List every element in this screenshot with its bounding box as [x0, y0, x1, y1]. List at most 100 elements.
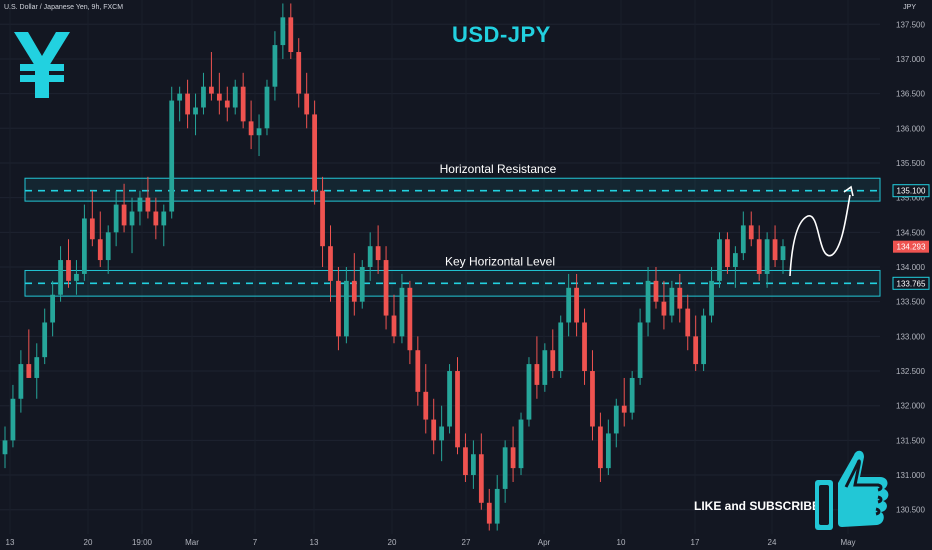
candle-body: [423, 391, 429, 420]
candle-body: [613, 405, 619, 434]
x-tick-label: 13: [6, 538, 15, 547]
candle-body: [391, 315, 397, 337]
grid-lines: [0, 23, 880, 511]
horizontal-zones: Horizontal Resistance Key Horizontal Leve…: [24, 162, 881, 297]
candle-body: [526, 364, 532, 420]
candle-body: [661, 301, 667, 316]
candle-body: [89, 218, 95, 240]
time-axis[interactable]: 13 20 19:00 Mar 7 13 20 27 Apr 10 17 24 May: [6, 538, 856, 547]
candle-body: [58, 260, 63, 295]
candle-body: [50, 294, 56, 323]
y-tick-label: 131.000: [896, 471, 925, 480]
candle-body: [248, 121, 254, 136]
candle-body: [725, 239, 730, 267]
candle-body: [264, 86, 270, 129]
candle-body: [320, 190, 325, 247]
candle-body: [709, 280, 714, 316]
y-tick-label: 137.000: [896, 55, 925, 64]
candle-body: [343, 280, 349, 337]
candle-body: [598, 426, 603, 469]
candle-body: [97, 239, 103, 261]
candle-body: [336, 280, 341, 337]
x-tick-label: 10: [617, 538, 626, 547]
candle-body: [26, 364, 32, 378]
candle-body: [351, 280, 357, 302]
y-tick-label: 133.000: [896, 332, 925, 341]
candle-body: [740, 225, 746, 254]
price-tag: [893, 240, 929, 253]
yen-icon: [14, 32, 70, 98]
y-tick-label: 135.000: [896, 194, 925, 203]
candle-body: [685, 308, 691, 337]
x-tick-label: May: [840, 538, 855, 547]
x-tick-label: 17: [691, 538, 700, 547]
y-tick-label: 131.500: [896, 436, 925, 445]
candle-body: [240, 86, 246, 122]
candle-body: [463, 447, 468, 476]
candle-body: [383, 260, 389, 316]
candle-body: [209, 86, 214, 94]
candle-body: [582, 322, 587, 372]
price-tag: [892, 276, 930, 290]
candle-body: [566, 287, 572, 323]
price-axis[interactable]: 130.500 131.000 131.500 132.000 132.500 133.0…: [896, 20, 925, 514]
candle-body: [717, 239, 722, 281]
price-tag-label: 133.765: [897, 279, 926, 288]
y-tick-label: 132.000: [896, 402, 925, 411]
candle-body: [605, 433, 611, 469]
candle-body: [590, 371, 595, 427]
y-tick-label: 134.500: [896, 228, 925, 237]
candle-body: [42, 322, 48, 358]
candle-body: [502, 447, 508, 489]
candle-body: [478, 454, 484, 503]
candle-body: [74, 273, 79, 281]
candle-body: [280, 17, 286, 46]
candle-body: [693, 336, 699, 365]
candle-body: [113, 204, 119, 233]
candle-body: [542, 350, 548, 385]
candle-body: [359, 267, 365, 302]
candle-body: [439, 426, 445, 441]
candles: [2, 3, 786, 531]
candle-body: [471, 454, 476, 476]
arrow-head: [843, 185, 854, 197]
candle-body: [415, 350, 421, 392]
candle-body: [256, 128, 262, 136]
x-tick-label: Apr: [538, 538, 551, 547]
candle-body: [224, 100, 230, 108]
x-tick-label: 24: [768, 538, 777, 547]
x-tick-label: Mar: [185, 538, 199, 547]
candle-body: [201, 86, 206, 108]
price-labels: 135.100 134.293 133.765: [892, 184, 930, 290]
candle-body: [701, 315, 706, 365]
candle-body: [312, 114, 317, 191]
candle-body: [669, 287, 675, 316]
candle-body: [748, 225, 754, 240]
candle-body: [455, 371, 460, 448]
candle-body: [772, 239, 778, 261]
candle-body: [645, 280, 651, 323]
y-tick-label: 136.000: [896, 124, 925, 133]
zone-label: Key Horizontal Level: [445, 254, 555, 268]
x-tick-label: 20: [388, 538, 397, 547]
candle-body: [34, 357, 40, 378]
y-tick-label: 135.500: [896, 159, 925, 168]
y-tick-label: 130.500: [896, 506, 925, 515]
candle-body: [653, 280, 659, 302]
candle-body: [216, 93, 222, 101]
candle-body: [756, 239, 762, 274]
candle-body: [153, 211, 159, 226]
y-tick-label: 136.500: [896, 90, 925, 99]
candle-body: [621, 405, 627, 413]
thumbs-up-icon: [815, 450, 889, 530]
candle-body: [486, 502, 492, 524]
x-tick-label: 7: [253, 538, 258, 547]
candle-body: [66, 260, 71, 281]
candle-body: [732, 253, 738, 267]
candle-body: [105, 232, 111, 261]
candle-body: [18, 364, 24, 399]
chart-title: USD-JPY: [452, 22, 551, 47]
zone-box: [24, 177, 881, 202]
candle-body: [375, 246, 381, 261]
